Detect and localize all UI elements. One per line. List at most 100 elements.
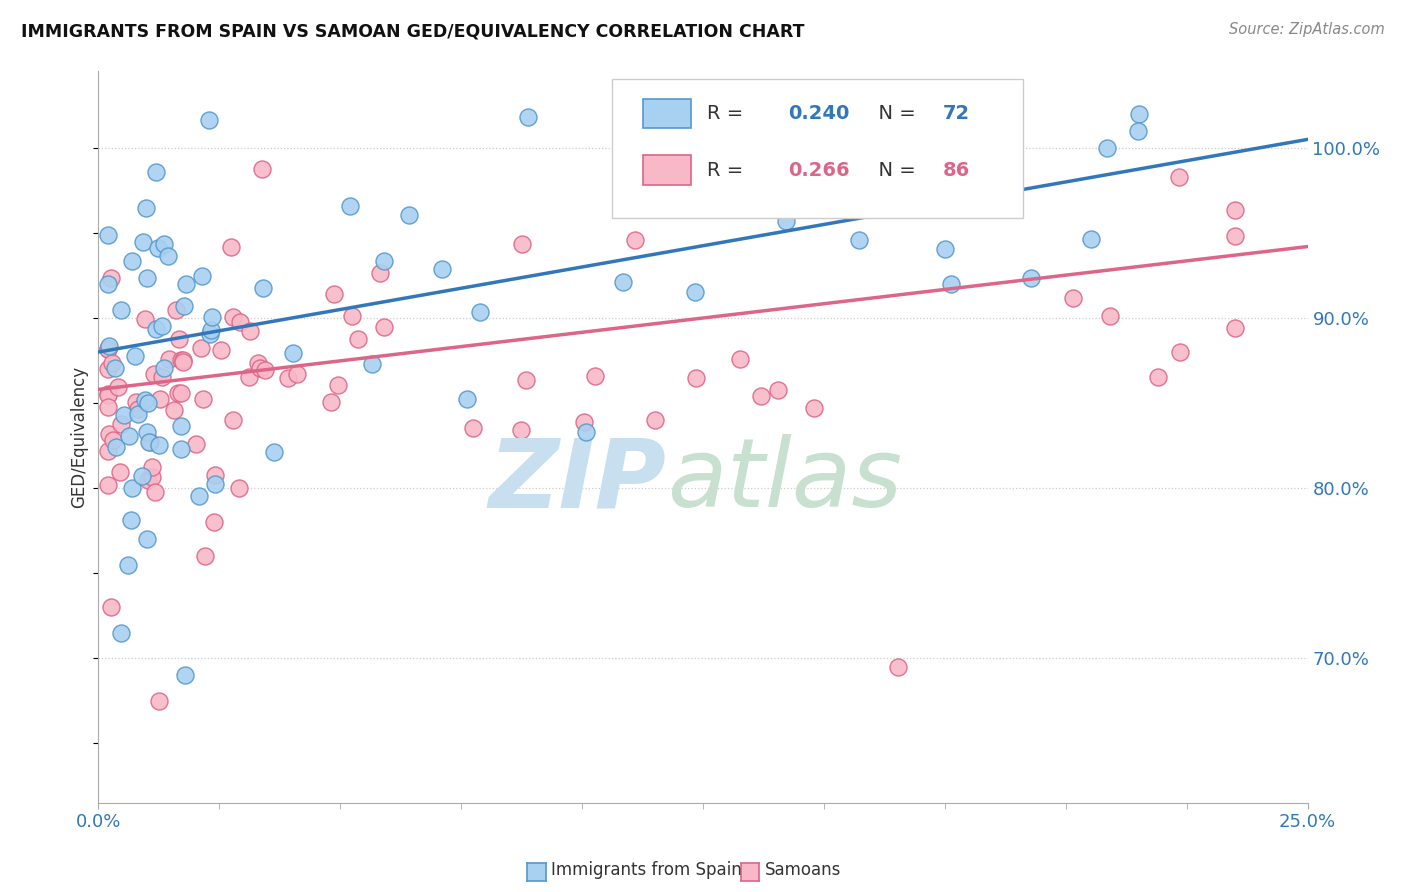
Point bbox=[135, 532, 157, 546]
Point bbox=[1128, 107, 1150, 121]
Point bbox=[174, 668, 197, 682]
Point bbox=[865, 142, 887, 156]
Point bbox=[461, 421, 484, 435]
Point bbox=[575, 425, 598, 439]
Point bbox=[516, 110, 538, 124]
Point bbox=[172, 353, 194, 368]
Point bbox=[229, 315, 252, 329]
Point bbox=[456, 392, 478, 406]
Point bbox=[138, 435, 160, 450]
Point bbox=[172, 355, 194, 369]
Point bbox=[1062, 292, 1084, 306]
Point bbox=[583, 369, 606, 384]
Point bbox=[170, 386, 193, 401]
Text: 0.266: 0.266 bbox=[787, 161, 849, 179]
Point bbox=[167, 386, 190, 401]
Point bbox=[848, 234, 870, 248]
Point bbox=[149, 392, 172, 406]
Text: N =: N = bbox=[866, 104, 922, 123]
Text: 86: 86 bbox=[942, 161, 970, 179]
Point bbox=[127, 402, 149, 417]
Point bbox=[136, 396, 159, 410]
Point bbox=[131, 235, 153, 249]
Text: 72: 72 bbox=[942, 104, 970, 123]
Point bbox=[1080, 232, 1102, 246]
Point bbox=[110, 625, 132, 640]
Point bbox=[934, 242, 956, 256]
Point bbox=[247, 356, 270, 370]
Point bbox=[117, 558, 139, 572]
Point bbox=[509, 423, 531, 437]
Text: N =: N = bbox=[866, 161, 922, 179]
Point bbox=[775, 214, 797, 228]
Point bbox=[1095, 141, 1118, 155]
Point bbox=[249, 361, 271, 376]
Point bbox=[150, 319, 173, 334]
Point bbox=[134, 393, 156, 408]
Text: Samoans: Samoans bbox=[765, 861, 841, 879]
Point bbox=[194, 549, 217, 563]
Point bbox=[112, 409, 135, 423]
Point bbox=[749, 389, 772, 403]
Point bbox=[174, 277, 197, 292]
FancyBboxPatch shape bbox=[613, 78, 1024, 218]
Point bbox=[339, 199, 361, 213]
Point bbox=[97, 400, 120, 414]
Point bbox=[121, 481, 143, 495]
Point bbox=[1223, 321, 1246, 335]
Point bbox=[200, 322, 222, 336]
Text: R =: R = bbox=[707, 161, 749, 179]
Point bbox=[141, 469, 163, 483]
Point bbox=[148, 694, 170, 708]
Point bbox=[201, 310, 224, 325]
Point bbox=[170, 442, 193, 456]
Point bbox=[157, 249, 180, 263]
Point bbox=[730, 351, 752, 366]
Point bbox=[110, 302, 132, 317]
Point bbox=[104, 440, 127, 454]
Point bbox=[685, 285, 707, 300]
Point bbox=[169, 419, 191, 434]
Point bbox=[110, 417, 132, 432]
Text: ZIP: ZIP bbox=[489, 434, 666, 527]
Point bbox=[766, 383, 789, 397]
Text: R =: R = bbox=[707, 104, 749, 123]
Text: Immigrants from Spain: Immigrants from Spain bbox=[551, 861, 742, 879]
Point bbox=[515, 373, 537, 387]
Point bbox=[808, 157, 831, 171]
Point bbox=[468, 305, 491, 319]
Point bbox=[398, 208, 420, 222]
Point bbox=[97, 342, 120, 356]
Point bbox=[104, 361, 127, 376]
Point bbox=[283, 345, 305, 359]
Point bbox=[191, 268, 214, 283]
Point bbox=[127, 407, 149, 421]
Y-axis label: GED/Equivalency: GED/Equivalency bbox=[70, 366, 89, 508]
Point bbox=[361, 357, 384, 371]
Point bbox=[191, 392, 214, 406]
Point bbox=[222, 413, 245, 427]
Point bbox=[347, 332, 370, 346]
Point bbox=[97, 426, 120, 441]
Point bbox=[1098, 310, 1121, 324]
Point bbox=[125, 394, 148, 409]
Point bbox=[322, 287, 344, 301]
Point bbox=[1223, 202, 1246, 217]
Point bbox=[131, 468, 153, 483]
Point bbox=[187, 489, 209, 503]
Point bbox=[209, 343, 232, 358]
Point bbox=[572, 415, 595, 429]
Point bbox=[1146, 369, 1168, 384]
Point bbox=[150, 370, 173, 384]
Point bbox=[153, 237, 176, 252]
Point bbox=[685, 371, 707, 385]
Point bbox=[928, 158, 950, 172]
Point bbox=[623, 233, 645, 247]
Point bbox=[97, 387, 120, 401]
Point bbox=[97, 388, 120, 402]
Point bbox=[886, 164, 908, 178]
FancyBboxPatch shape bbox=[643, 99, 690, 128]
Point bbox=[148, 438, 170, 452]
Point bbox=[97, 227, 120, 242]
Point bbox=[100, 271, 122, 285]
